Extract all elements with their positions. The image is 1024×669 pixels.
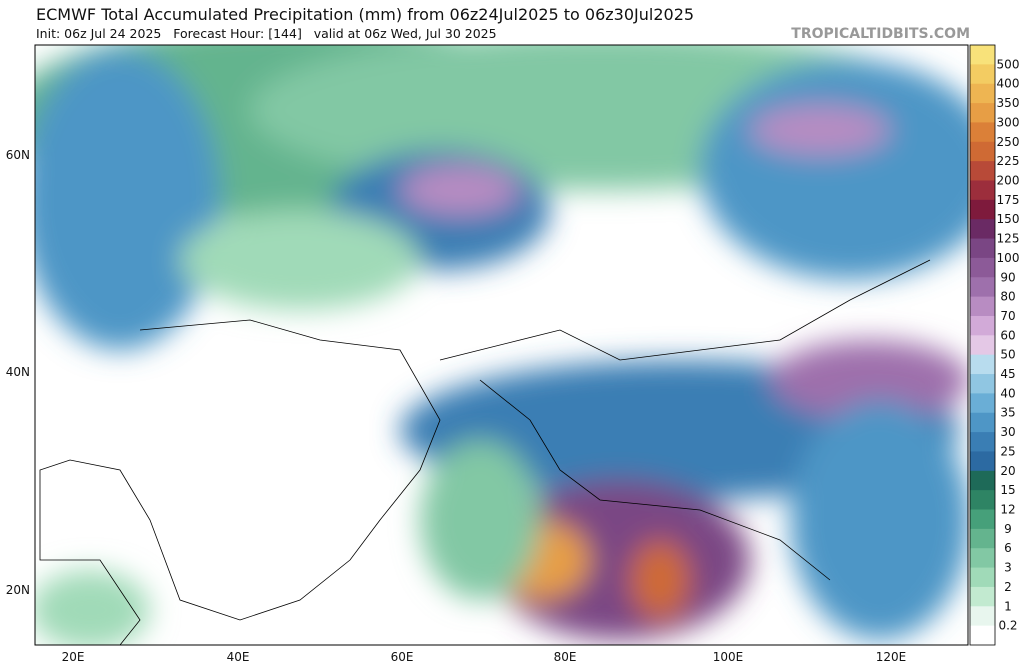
colorbar-segment bbox=[970, 528, 995, 549]
lon-label: 100E bbox=[713, 650, 744, 664]
colorbar-label: 350 bbox=[997, 96, 1020, 110]
colorbar-label: 70 bbox=[1000, 309, 1015, 323]
colorbar-segment bbox=[970, 606, 995, 627]
colorbar-segment bbox=[970, 586, 995, 607]
lon-labels: 20E 40E 60E 80E 100E 120E bbox=[62, 650, 907, 664]
colorbar-segment bbox=[970, 625, 995, 646]
colorbar-segment bbox=[970, 374, 995, 394]
colorbar-label: 60 bbox=[1000, 328, 1015, 342]
colorbar-segment bbox=[970, 393, 995, 414]
colorbar-segment bbox=[970, 257, 995, 278]
colorbar-segment bbox=[970, 122, 995, 143]
colorbar-segment bbox=[970, 219, 995, 240]
colorbar: 5004003503002502252001751501251009080706… bbox=[969, 44, 1020, 646]
lon-label: 120E bbox=[876, 650, 907, 664]
colorbar-segment bbox=[970, 354, 995, 375]
colorbar-label: 35 bbox=[1000, 406, 1015, 420]
colorbar-frame bbox=[969, 44, 996, 646]
colorbar-segment bbox=[970, 548, 995, 569]
lon-label: 20E bbox=[62, 650, 85, 664]
lat-label: 20N bbox=[6, 583, 30, 597]
colorbar-label: 20 bbox=[1000, 464, 1015, 478]
colorbar-label: 400 bbox=[997, 77, 1020, 91]
lat-label: 40N bbox=[6, 365, 30, 379]
colorbar-segment bbox=[970, 238, 995, 259]
colorbar-label: 12 bbox=[1000, 503, 1015, 517]
colorbar-label: 15 bbox=[1000, 483, 1015, 497]
colorbar-segment bbox=[970, 45, 995, 65]
colorbar-segment bbox=[970, 64, 995, 85]
colorbar-segment bbox=[970, 161, 995, 181]
colorbar-segment bbox=[970, 490, 995, 511]
colorbar-label: 225 bbox=[997, 154, 1020, 168]
colorbar-segment bbox=[970, 141, 995, 162]
lon-label: 60E bbox=[391, 650, 414, 664]
colorbar-segment bbox=[970, 180, 995, 201]
subtitle: Init: 06z Jul 24 2025 Forecast Hour: [14… bbox=[36, 26, 497, 41]
colorbar-label: 3 bbox=[1004, 561, 1012, 575]
colorbar-label: 80 bbox=[1000, 290, 1015, 304]
colorbar-label: 125 bbox=[997, 232, 1020, 246]
title: ECMWF Total Accumulated Precipitation (m… bbox=[36, 5, 694, 24]
colorbar-label: 2 bbox=[1004, 580, 1012, 594]
map bbox=[35, 45, 968, 645]
colorbar-label: 6 bbox=[1004, 541, 1012, 555]
colorbar-segment bbox=[970, 296, 995, 317]
colorbar-label: 90 bbox=[1000, 270, 1015, 284]
colorbar-label: 100 bbox=[997, 251, 1020, 265]
colorbar-label: 200 bbox=[997, 173, 1020, 187]
colorbar-label: 175 bbox=[997, 193, 1020, 207]
colorbar-segment bbox=[970, 335, 995, 356]
colorbar-label: 0.2 bbox=[998, 619, 1017, 633]
colorbar-label: 25 bbox=[1000, 444, 1015, 458]
lat-label: 60N bbox=[6, 148, 30, 162]
colorbar-label: 45 bbox=[1000, 367, 1015, 381]
map-frame bbox=[34, 44, 969, 646]
colorbar-segment bbox=[970, 451, 995, 472]
colorbar-segment bbox=[970, 412, 995, 433]
colorbar-label: 1 bbox=[1004, 599, 1012, 613]
colorbar-label: 250 bbox=[997, 135, 1020, 149]
colorbar-segment bbox=[970, 567, 995, 588]
colorbar-segment bbox=[970, 315, 995, 336]
colorbar-segment bbox=[970, 83, 995, 104]
colorbar-label: 50 bbox=[1000, 348, 1015, 362]
colorbar-label: 500 bbox=[997, 57, 1020, 71]
colorbar-segment bbox=[970, 432, 995, 452]
colorbar-label: 40 bbox=[1000, 386, 1015, 400]
colorbar-segment bbox=[970, 277, 995, 298]
colorbar-segment bbox=[970, 509, 995, 530]
colorbar-segment bbox=[970, 103, 995, 123]
colorbar-label: 300 bbox=[997, 115, 1020, 129]
colorbar-label: 150 bbox=[997, 212, 1020, 226]
watermark: TROPICALTIDBITS.COM bbox=[791, 26, 970, 42]
colorbar-segment bbox=[970, 470, 995, 491]
colorbar-label: 30 bbox=[1000, 425, 1015, 439]
lon-label: 80E bbox=[554, 650, 577, 664]
lon-label: 40E bbox=[227, 650, 250, 664]
lat-labels: 60N 40N 20N bbox=[6, 148, 30, 597]
colorbar-label: 9 bbox=[1004, 522, 1012, 536]
colorbar-segment bbox=[970, 199, 995, 220]
